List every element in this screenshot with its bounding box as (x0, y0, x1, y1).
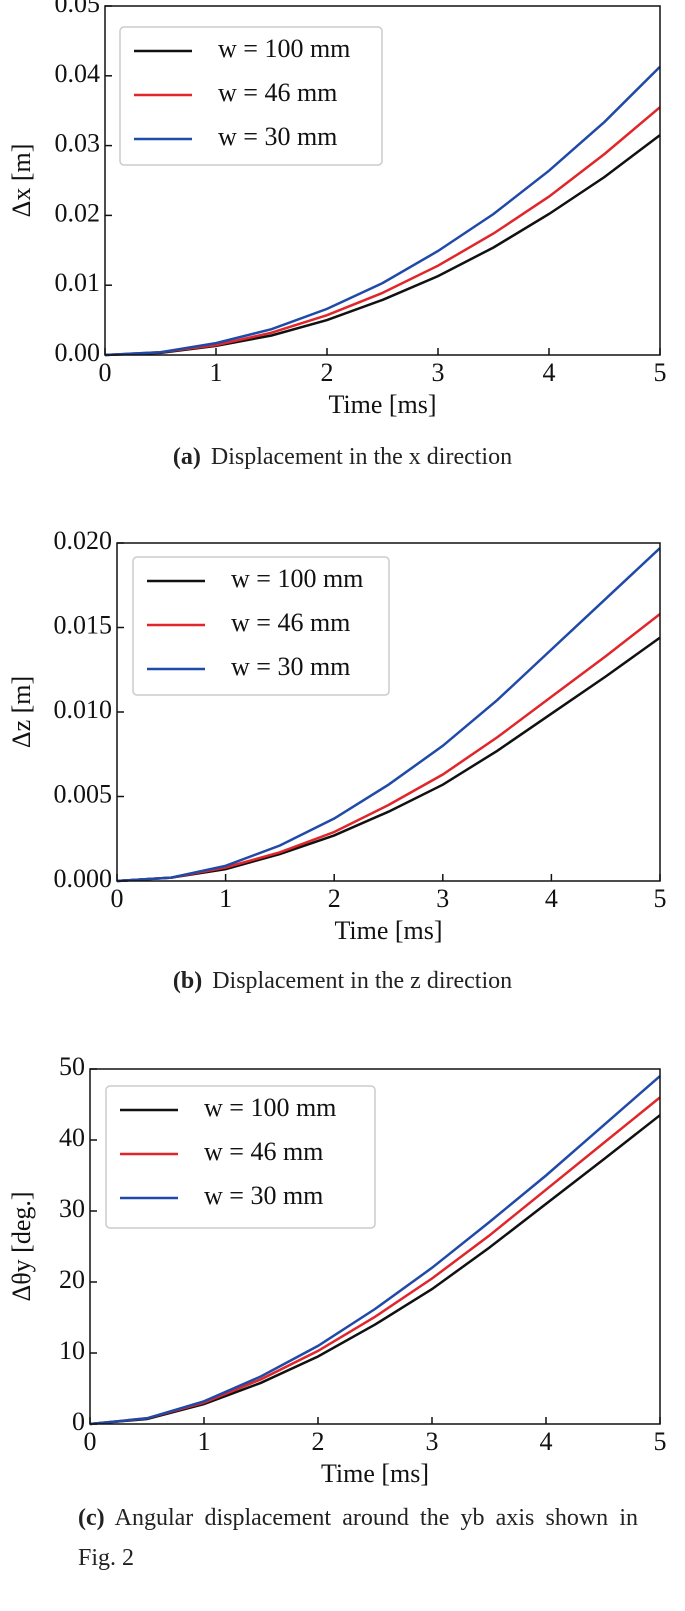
y-axis-label: Δθy [deg.] (7, 1191, 36, 1301)
legend-box (105, 1085, 376, 1229)
x-tick-label: 2 (312, 1427, 325, 1456)
y-tick-label: 40 (59, 1123, 85, 1152)
y-tick-label: 30 (59, 1194, 85, 1223)
legend-label: w = 30 mm (231, 652, 350, 681)
axes-frame (89, 1068, 661, 1425)
y-axis-label: Δz [m] (7, 676, 36, 748)
y-tick-label: 50 (59, 1052, 85, 1081)
series-line (116, 547, 661, 883)
x-tick-label: 0 (111, 884, 124, 913)
x-tick-label: 1 (210, 358, 223, 387)
x-tick-label: 3 (432, 358, 445, 387)
legend-label: w = 100 mm (204, 1093, 336, 1122)
caption-label: (c) (78, 1505, 105, 1531)
x-tick-label: 5 (654, 358, 667, 387)
y-tick-label: 0.010 (54, 695, 113, 724)
x-tick-label: 1 (219, 884, 232, 913)
y-tick-label: 0 (72, 1407, 85, 1436)
caption-text: Angular displacement around the yb axis … (78, 1505, 638, 1571)
x-tick-label: 4 (545, 884, 558, 913)
legend-box (132, 556, 390, 696)
caption-label: (b) (172, 968, 203, 994)
series-line (104, 106, 661, 357)
caption-text: Displacement in the x direction (210, 444, 513, 470)
x-tick-label: 2 (321, 358, 334, 387)
x-tick-label: 3 (426, 1427, 439, 1456)
x-tick-label: 1 (198, 1427, 211, 1456)
caption-text: Displacement in the z direction (212, 968, 513, 994)
y-tick-label: 0.04 (55, 59, 101, 88)
y-tick-label: 0.00 (55, 338, 101, 367)
y-tick-label: 0.005 (54, 779, 113, 808)
x-tick-label: 2 (328, 884, 341, 913)
x-tick-label: 4 (543, 358, 556, 387)
legend-label: w = 46 mm (231, 608, 350, 637)
y-tick-label: 0.000 (54, 864, 113, 893)
y-tick-label: 0.02 (55, 198, 101, 227)
x-tick-label: 0 (84, 1427, 97, 1456)
y-tick-label: 10 (59, 1336, 85, 1365)
y-tick-label: 0.05 (55, 0, 101, 18)
x-tick-label: 0 (99, 358, 112, 387)
legend-label: w = 100 mm (231, 564, 363, 593)
legend-label: w = 100 mm (218, 34, 350, 63)
x-tick-label: 5 (654, 884, 667, 913)
caption: (b) Displacement in the z direction (0, 961, 685, 1001)
axes-frame (104, 5, 661, 356)
legend-label: w = 46 mm (218, 78, 337, 107)
y-tick-label: 0.015 (54, 610, 113, 639)
y-tick-label: 20 (59, 1265, 85, 1294)
y-tick-label: 0.03 (55, 129, 101, 158)
y-tick-label: 0.01 (55, 268, 101, 297)
legend-box (119, 26, 383, 166)
caption-label: (a) (172, 444, 201, 470)
x-tick-label: 3 (436, 884, 449, 913)
axes-frame (116, 542, 661, 882)
x-tick-label: 4 (540, 1427, 553, 1456)
series-line (104, 134, 661, 357)
x-tick-label: 5 (654, 1427, 667, 1456)
series-line (104, 65, 661, 357)
y-axis-label: Δx [m] (7, 144, 36, 218)
x-axis-label: Time [ms] (334, 916, 442, 945)
y-tick-label: 0.020 (54, 526, 113, 555)
caption: (c) Angular displacement around the yb ax… (78, 1498, 638, 1578)
series-line (89, 1075, 661, 1426)
legend-label: w = 30 mm (204, 1181, 323, 1210)
caption: (a) Displacement in the x direction (0, 437, 685, 477)
legend-label: w = 46 mm (204, 1137, 323, 1166)
x-axis-label: Time [ms] (321, 1459, 429, 1488)
legend-label: w = 30 mm (218, 122, 337, 151)
x-axis-label: Time [ms] (328, 390, 436, 419)
